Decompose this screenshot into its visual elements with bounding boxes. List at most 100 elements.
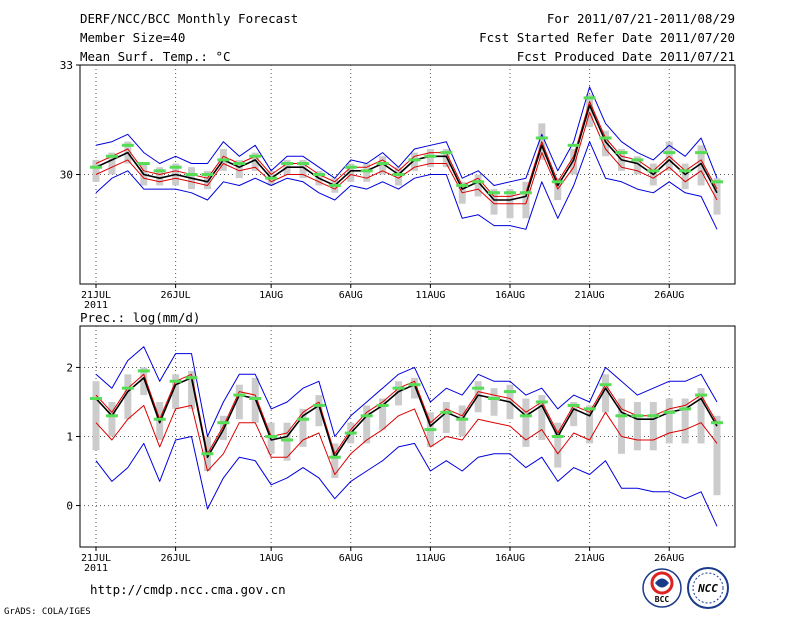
prec-range-bar bbox=[395, 381, 403, 406]
prec-reference-mark bbox=[631, 414, 644, 418]
prec-range-bar bbox=[665, 398, 673, 444]
prec-reference-mark bbox=[408, 383, 421, 387]
prec-range-bar bbox=[172, 374, 180, 409]
temp-reference-mark bbox=[647, 169, 660, 173]
temp-reference-mark bbox=[424, 154, 437, 158]
temp-range-bar bbox=[395, 167, 403, 186]
temp-ytick-label: 33 bbox=[60, 59, 73, 72]
prec-reference-mark bbox=[281, 438, 294, 442]
prec-reference-mark bbox=[456, 417, 469, 421]
prec-reference-mark bbox=[344, 431, 357, 435]
prec-range-bar bbox=[474, 381, 482, 413]
temp-range-bar bbox=[203, 170, 211, 190]
prec-xtick-label: 21AUG bbox=[575, 553, 605, 564]
ncc-logo: NCC bbox=[687, 567, 729, 609]
prec-year-label: 2011 bbox=[84, 563, 108, 574]
prec-reference-mark bbox=[376, 403, 389, 407]
prec-range-bar bbox=[586, 405, 594, 444]
temp-range-bar bbox=[92, 159, 100, 182]
temp-reference-mark bbox=[312, 173, 325, 176]
prec-range-bar bbox=[570, 401, 578, 427]
prec-reference-mark bbox=[137, 369, 150, 373]
temp-xtick-label: 26JUL bbox=[161, 290, 191, 301]
bottom-panel-title: Prec.: log(mm/d) bbox=[80, 310, 200, 325]
temp-band-upper-line bbox=[95, 101, 718, 197]
temp-reference-mark bbox=[265, 176, 278, 180]
bcc-logo: BCC bbox=[642, 568, 682, 608]
temp-ensemble-mean-line bbox=[95, 104, 718, 201]
temp-reference-mark bbox=[201, 173, 214, 176]
prec-reference-mark bbox=[217, 421, 230, 425]
fcst-started-date: Fcst Started Refer Date 2011/07/20 bbox=[479, 30, 735, 45]
prec-range-bar bbox=[299, 408, 307, 447]
temp-reference-mark bbox=[711, 180, 723, 184]
temp-range-bar bbox=[570, 148, 578, 175]
temp-member-min-line bbox=[95, 141, 718, 230]
temp-xtick-label: 21AUG bbox=[575, 290, 605, 301]
prec-range-bar bbox=[554, 422, 562, 468]
prec-reference-mark bbox=[440, 410, 453, 414]
prec-reference-mark bbox=[583, 407, 596, 411]
temp-reference-mark bbox=[233, 162, 246, 166]
temperature-panel: 21JUL 26JUL 1AUG 6AUG 11AUG 16AUG 21AUG 26AUG 20… bbox=[60, 59, 736, 311]
prec-range-bar bbox=[235, 384, 243, 420]
prec-xtick-label: 26JUL bbox=[161, 553, 191, 564]
temp-xtick-label: 11AUG bbox=[415, 290, 445, 301]
temp-range-bar bbox=[347, 163, 355, 182]
temp-range-bar bbox=[108, 152, 116, 175]
prec-reference-mark bbox=[297, 417, 309, 421]
prec-range-bar bbox=[379, 398, 387, 430]
temp-reference-mark bbox=[185, 173, 198, 176]
temp-range-bar bbox=[602, 130, 610, 157]
prec-range-bar bbox=[681, 398, 689, 444]
prec-xtick-label: 11AUG bbox=[415, 553, 445, 564]
prec-range-bar bbox=[442, 401, 450, 434]
prec-range-bar bbox=[108, 401, 116, 437]
temp-range-bar bbox=[363, 163, 371, 182]
temp-reference-mark bbox=[535, 136, 548, 140]
prec-range-bar bbox=[410, 377, 418, 399]
temp-reference-mark bbox=[567, 143, 580, 147]
temp-range-bar bbox=[697, 145, 705, 186]
temp-range-bar bbox=[156, 167, 164, 186]
top-panel-title: Mean Surf. Temp.: °C bbox=[80, 49, 231, 64]
temp-reference-mark bbox=[408, 158, 421, 162]
fcst-produced-date: Fcst Produced Date 2011/07/21 bbox=[517, 49, 735, 64]
prec-reference-mark bbox=[90, 397, 102, 401]
temp-range-bar bbox=[426, 148, 434, 168]
prec-reference-mark bbox=[169, 379, 182, 383]
temp-band-lower-line bbox=[95, 112, 718, 205]
temp-reference-mark bbox=[663, 151, 676, 155]
prec-reference-mark bbox=[679, 407, 692, 411]
temp-range-bar bbox=[251, 152, 259, 171]
temp-range-bar bbox=[379, 156, 387, 175]
temp-reference-mark bbox=[440, 151, 453, 155]
prec-reference-mark bbox=[535, 400, 548, 404]
member-size: Member Size=40 bbox=[80, 30, 185, 45]
prec-xtick-label: 26AUG bbox=[654, 553, 684, 564]
prec-reference-mark bbox=[265, 435, 278, 438]
temp-range-bar bbox=[586, 94, 594, 128]
forecast-period: For 2011/07/21-2011/08/29 bbox=[547, 11, 735, 26]
temp-member-max-line bbox=[95, 86, 718, 186]
prec-range-bar bbox=[315, 395, 323, 427]
temp-reference-mark bbox=[488, 191, 501, 195]
temp-range-bar bbox=[410, 152, 418, 171]
temp-reference-mark bbox=[281, 162, 294, 166]
prec-ytick-label: 1 bbox=[66, 431, 73, 444]
prec-reference-mark bbox=[249, 397, 262, 401]
temp-year-label: 2011 bbox=[84, 300, 108, 311]
temp-reference-mark bbox=[631, 158, 644, 162]
prec-reference-mark bbox=[392, 386, 405, 390]
prec-reference-mark bbox=[105, 414, 118, 418]
temp-range-bar bbox=[235, 159, 243, 179]
prec-reference-mark bbox=[185, 376, 198, 380]
temp-reference-mark bbox=[679, 169, 692, 173]
prec-reference-mark bbox=[711, 421, 723, 425]
prec-band-lower-line bbox=[95, 404, 718, 475]
temp-range-bar bbox=[522, 181, 530, 219]
chart-title: DERF/NCC/BCC Monthly Forecast bbox=[80, 11, 298, 26]
temp-range-bar bbox=[490, 189, 498, 215]
